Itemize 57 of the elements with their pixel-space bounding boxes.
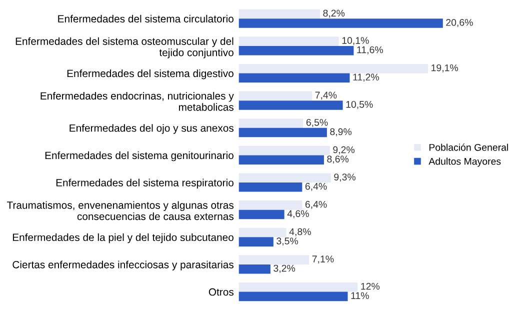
y-tick-label: Enfermedades endocrinas, nutricionales y metabolicas (40, 92, 234, 111)
data-label: 10,5% (346, 100, 373, 109)
data-label: 9,3% (334, 174, 356, 182)
y-tick-label: Traumatismos, envenenamientos y algunas otras consecuencias de causa externas (6, 201, 234, 220)
bar (238, 128, 327, 138)
data-label: 11% (351, 292, 369, 299)
data-label: 3,2% (274, 264, 296, 273)
data-label: 11,6% (357, 46, 383, 54)
data-label: 6,4% (305, 182, 327, 191)
y-tick-label: Enfermedades del sistema respiratorio (56, 178, 234, 188)
y-tick-label: Enfermedades del sistema circulatorio (58, 14, 234, 23)
bar (238, 146, 330, 156)
bar (238, 118, 304, 128)
bar (238, 73, 350, 83)
y-tick-label: Otros (208, 288, 234, 296)
data-label: 10,1% (342, 37, 369, 46)
bar (238, 9, 320, 19)
bar (238, 155, 324, 164)
data-label: 3,5% (276, 238, 298, 246)
bar (238, 91, 312, 101)
data-label: 9,2% (333, 146, 354, 154)
bar (238, 264, 270, 274)
bar (238, 46, 354, 56)
bar (238, 200, 302, 210)
data-label: 4,6% (287, 210, 309, 218)
data-label: 12% (361, 282, 380, 290)
bar (238, 255, 310, 264)
bar (238, 36, 339, 46)
y-tick-label: Enfermedades de la piel y del tejido subcutaneo (12, 233, 234, 244)
data-label: 7,4% (315, 92, 337, 100)
bar (238, 100, 343, 110)
bar (238, 210, 284, 220)
data-label: 7,1% (312, 256, 334, 264)
data-label: 6,5% (306, 118, 328, 128)
bar (238, 18, 443, 28)
data-label: 11,2% (353, 74, 380, 82)
y-tick-label: Enfermedades del sistema genitourinario (45, 151, 234, 162)
data-label: 4,8% (289, 228, 311, 236)
data-label: 8,6% (327, 156, 349, 164)
bar (238, 237, 274, 246)
bar (238, 173, 331, 183)
bar (238, 282, 358, 292)
legend-label: Adultos Mayores (428, 158, 501, 167)
bar (238, 64, 428, 74)
y-tick-label: Enfermedades del ojo y sus anexos (70, 124, 234, 134)
data-label: 20,6% (446, 19, 473, 28)
bar (238, 228, 286, 238)
y-tick-label: Enfermedades del sistema digestivo (67, 69, 234, 80)
data-label: 19,1% (432, 64, 458, 72)
data-label: 6,4% (305, 200, 327, 209)
legend-label: Población General (429, 144, 508, 151)
bar (238, 182, 302, 192)
bar (238, 292, 348, 302)
y-tick-label: Enfermedades del sistema osteomuscular y del tejido conjuntivo (16, 37, 234, 58)
data-label: 8,2% (323, 10, 345, 18)
data-label: 8,9% (330, 128, 352, 136)
y-tick-label: Ciertas enfermedades infecciosas y parasitarias (12, 260, 234, 270)
